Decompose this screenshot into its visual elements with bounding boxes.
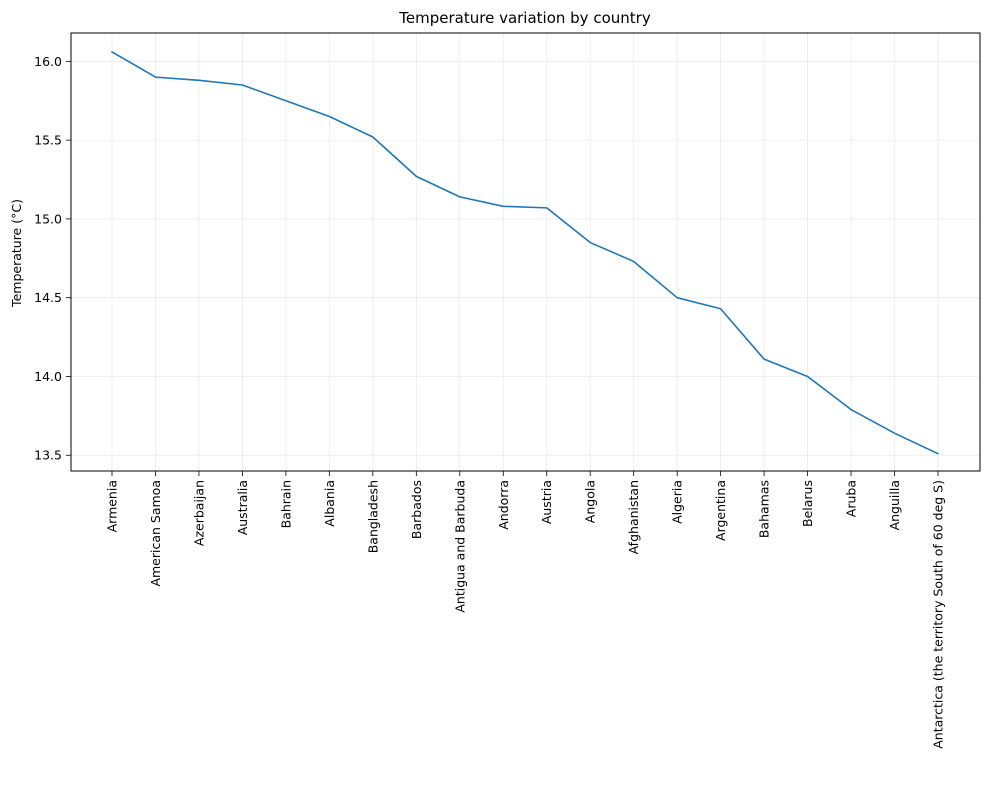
chart-title: Temperature variation by country [398, 9, 651, 27]
data-point [762, 357, 766, 361]
x-tick-label: Angola [583, 480, 598, 523]
x-tick-label: Albania [322, 480, 337, 527]
x-tick-label: Austria [539, 480, 554, 524]
x-tick-label: Armenia [105, 480, 120, 532]
x-tick-label: Antigua and Barbuda [452, 480, 467, 613]
grid-layer [71, 33, 980, 471]
y-axis: 13.5 14.0 14.5 15.0 15.5 16.0 [34, 54, 71, 463]
data-point [240, 83, 244, 87]
y-tick-label: 14.0 [34, 369, 62, 384]
y-tick-label: 14.5 [34, 290, 62, 305]
x-tick-label: Aruba [844, 480, 859, 517]
y-tick-label: 15.5 [34, 133, 62, 148]
x-tick-label: Andorra [496, 480, 511, 530]
temperature-series-line [111, 51, 939, 455]
data-point [458, 195, 462, 199]
x-tick-label: American Samoa [148, 480, 163, 587]
data-point [588, 241, 592, 245]
data-point [327, 115, 331, 119]
x-tick-label: Barbados [409, 480, 424, 539]
x-tick-label: Australia [235, 480, 250, 535]
x-tick-label: Anguilla [887, 480, 902, 530]
data-point [893, 431, 897, 435]
x-tick-label: Belarus [800, 480, 815, 527]
x-tick-label: Bangladesh [365, 480, 380, 553]
x-tick-label: Algeria [670, 480, 685, 524]
x-axis: Armenia American Samoa Azerbaijan Australia… [105, 471, 946, 749]
data-point [675, 296, 679, 300]
x-tick-label: Antarctica (the territory South of 60 de… [931, 480, 946, 749]
data-point [110, 50, 114, 54]
x-tick-label: Argentina [713, 480, 728, 541]
data-point [284, 99, 288, 103]
x-tick-label: Bahamas [757, 480, 772, 538]
x-tick-label: Bahrain [278, 480, 293, 528]
x-tick-label: Azerbaijan [191, 480, 206, 546]
data-point [719, 307, 723, 311]
data-point [806, 374, 810, 378]
data-point [501, 204, 505, 208]
x-tick-label: Afghanistan [626, 480, 641, 554]
data-point [936, 452, 940, 456]
plot-area-frame [70, 32, 981, 472]
y-tick-label: 16.0 [34, 54, 62, 69]
series-layer [110, 50, 940, 456]
y-axis-label: Temperature (°C) [9, 199, 24, 308]
data-point [414, 174, 418, 178]
data-point [849, 408, 853, 412]
data-point [371, 135, 375, 139]
y-tick-label: 15.0 [34, 211, 62, 226]
data-point [197, 78, 201, 82]
data-point [632, 259, 636, 263]
y-tick-label: 13.5 [34, 448, 62, 463]
data-point [153, 75, 157, 79]
data-point [545, 206, 549, 210]
